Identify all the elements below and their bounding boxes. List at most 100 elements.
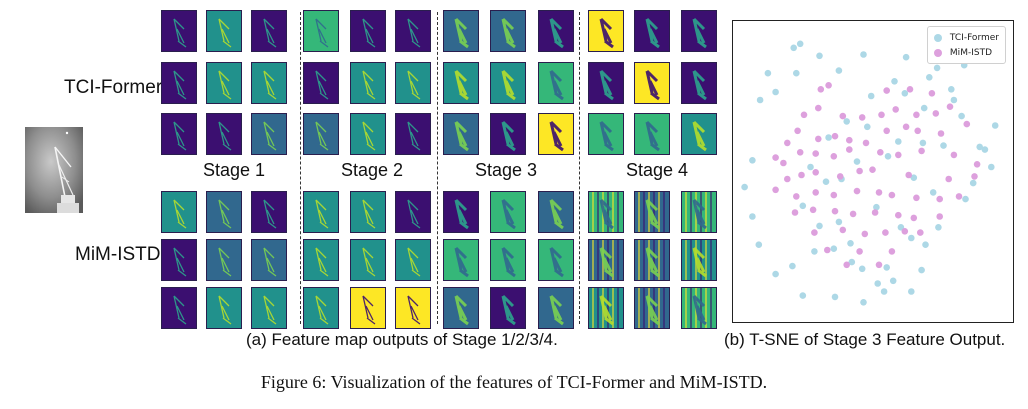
panel-b-caption: (b) T-SNE of Stage 3 Feature Output. xyxy=(724,330,1006,349)
tsne-point-tci-former-24 xyxy=(749,157,756,164)
stage-label-2: Stage 2 xyxy=(341,160,404,180)
legend-label-tci-former: TCI-Former xyxy=(949,32,999,43)
tsne-point-tci-former-38 xyxy=(843,118,850,125)
tsne-point-mim-istd-55 xyxy=(791,209,799,216)
stage-separator-1 xyxy=(300,12,301,324)
tsne-point-mim-istd-0 xyxy=(817,86,825,93)
stage-separator-2 xyxy=(437,12,438,324)
tsne-point-tci-former-42 xyxy=(940,142,947,149)
tsne-point-mim-istd-37 xyxy=(798,171,805,179)
tsne-point-tci-former-25 xyxy=(756,96,764,104)
tsne-point-tci-former-37 xyxy=(825,134,832,141)
feature-map-tile-tci-stage-4-r3-c3 xyxy=(681,113,717,155)
feature-map-tile-mim-stage-3-r1-c2 xyxy=(490,191,526,233)
legend-item-tci-former: TCI-Former xyxy=(933,30,999,45)
tsne-point-tci-former-2 xyxy=(860,51,867,58)
legend-item-mim-istd: MiM-ISTD xyxy=(933,45,999,60)
tsne-point-mim-istd-14 xyxy=(963,120,971,128)
tsne-point-mim-istd-68 xyxy=(917,229,924,236)
feature-map-tile-tci-stage-4-r3-c1 xyxy=(588,113,624,155)
tsne-point-mim-istd-67 xyxy=(901,228,909,235)
feature-map-tile-mim-stage-2-r1-c3 xyxy=(395,191,431,233)
tsne-point-mim-istd-32 xyxy=(895,151,902,159)
tsne-point-mim-istd-12 xyxy=(913,111,920,119)
feature-map-tile-tci-stage-3-r2-c3 xyxy=(538,62,574,104)
feature-map-tile-tci-stage-3-r3-c1 xyxy=(443,113,479,155)
tsne-point-mim-istd-50 xyxy=(875,189,883,196)
feature-map-tile-mim-stage-4-r2-c1 xyxy=(588,239,624,281)
tsne-point-tci-former-63 xyxy=(847,240,854,247)
legend-label-mim-istd: MiM-ISTD xyxy=(949,47,992,58)
feature-map-tile-mim-stage-3-r3-c1 xyxy=(443,287,479,329)
feature-map-tile-tci-stage-1-r3-c1 xyxy=(161,113,197,155)
feature-map-tile-mim-stage-2-r3-c2 xyxy=(350,287,386,329)
tsne-point-tci-former-7 xyxy=(948,86,955,93)
tsne-point-tci-former-28 xyxy=(793,69,800,77)
feature-map-tile-mim-stage-4-r3-c1 xyxy=(588,287,624,329)
tsne-point-mim-istd-25 xyxy=(772,154,779,161)
tsne-point-mim-istd-40 xyxy=(856,167,863,175)
tsne-point-tci-former-30 xyxy=(835,67,843,74)
row-label-mim-istd: MiM-ISTD xyxy=(75,244,161,265)
feature-map-tile-tci-stage-3-r3-c2 xyxy=(490,113,526,155)
tsne-point-mim-istd-1 xyxy=(825,82,832,89)
feature-map-tile-mim-stage-4-r1-c3 xyxy=(681,191,717,233)
tsne-point-mim-istd-31 xyxy=(877,149,884,156)
feature-map-tile-tci-stage-4-r1-c1 xyxy=(588,10,624,52)
tsne-point-tci-former-29 xyxy=(816,52,823,60)
tsne-point-tci-former-56 xyxy=(830,245,838,252)
tsne-point-tci-former-32 xyxy=(901,90,909,97)
feature-map-tile-mim-stage-3-r3-c3 xyxy=(538,287,574,329)
tsne-point-tci-former-20 xyxy=(772,270,779,278)
tsne-point-mim-istd-62 xyxy=(936,213,943,220)
tsne-point-tci-former-47 xyxy=(853,158,861,165)
tsne-point-mim-istd-3 xyxy=(906,86,914,93)
tsne-point-mim-istd-52 xyxy=(913,194,920,202)
feature-map-tile-mim-stage-1-r1-c2 xyxy=(206,191,242,233)
tsne-point-mim-istd-51 xyxy=(888,191,896,199)
feature-map-tile-mim-stage-3-r3-c2 xyxy=(490,287,526,329)
tsne-point-mim-istd-30 xyxy=(846,146,853,153)
tsne-scatter xyxy=(741,40,999,306)
feature-map-tile-mim-stage-3-r1-c3 xyxy=(538,191,574,233)
tsne-point-mim-istd-7 xyxy=(815,104,822,112)
feature-map-tile-tci-stage-3-r2-c1 xyxy=(443,62,479,104)
tsne-point-tci-former-65 xyxy=(918,266,925,274)
tsne-point-tci-former-5 xyxy=(933,64,941,72)
tsne-point-mim-istd-65 xyxy=(861,230,869,238)
tsne-point-tci-former-40 xyxy=(895,138,902,145)
tsne-point-tci-former-62 xyxy=(811,248,818,255)
tsne-point-mim-istd-61 xyxy=(910,214,918,222)
stage-label-4: Stage 4 xyxy=(626,160,689,180)
tsne-point-mim-istd-34 xyxy=(950,151,958,159)
tsne-point-mim-istd-29 xyxy=(830,153,838,160)
tsne-point-tci-former-8 xyxy=(920,104,928,112)
tsne-point-mim-istd-59 xyxy=(871,209,879,216)
tsne-point-mim-istd-70 xyxy=(856,248,863,255)
tsne-point-mim-istd-63 xyxy=(811,229,818,236)
tsne-point-tci-former-50 xyxy=(929,189,937,196)
feature-map-tile-tci-stage-2-r2-c1 xyxy=(303,62,339,104)
feature-map-tile-tci-stage-1-r3-c3 xyxy=(251,113,287,155)
tsne-point-tci-former-22 xyxy=(749,213,756,220)
feature-map-tile-tci-stage-1-r2-c3 xyxy=(251,62,287,104)
tsne-point-tci-former-44 xyxy=(822,178,830,185)
feature-map-tile-mim-stage-2-r2-c3 xyxy=(395,239,431,281)
tsne-point-mim-istd-35 xyxy=(973,161,981,168)
feature-map-tile-mim-stage-2-r3-c1 xyxy=(303,287,339,329)
tsne-point-mim-istd-6 xyxy=(800,111,808,119)
feature-map-tile-mim-stage-4-r2-c3 xyxy=(681,239,717,281)
tsne-point-tci-former-64 xyxy=(880,288,888,295)
tsne-point-tci-former-43 xyxy=(807,163,814,171)
tsne-point-tci-former-34 xyxy=(950,96,958,104)
tsne-point-tci-former-16 xyxy=(883,264,890,271)
tsne-point-tci-former-9 xyxy=(958,112,965,120)
tsne-point-mim-istd-58 xyxy=(849,210,857,218)
tsne-point-tci-former-60 xyxy=(908,288,915,295)
tsne-point-mim-istd-73 xyxy=(875,261,883,269)
tsne-point-mim-istd-46 xyxy=(793,193,800,200)
tsne-point-tci-former-66 xyxy=(860,299,867,306)
feature-map-tile-mim-stage-4-r1-c2 xyxy=(634,191,670,233)
tsne-point-mim-istd-42 xyxy=(905,171,912,179)
tsne-point-mim-istd-53 xyxy=(936,195,943,203)
